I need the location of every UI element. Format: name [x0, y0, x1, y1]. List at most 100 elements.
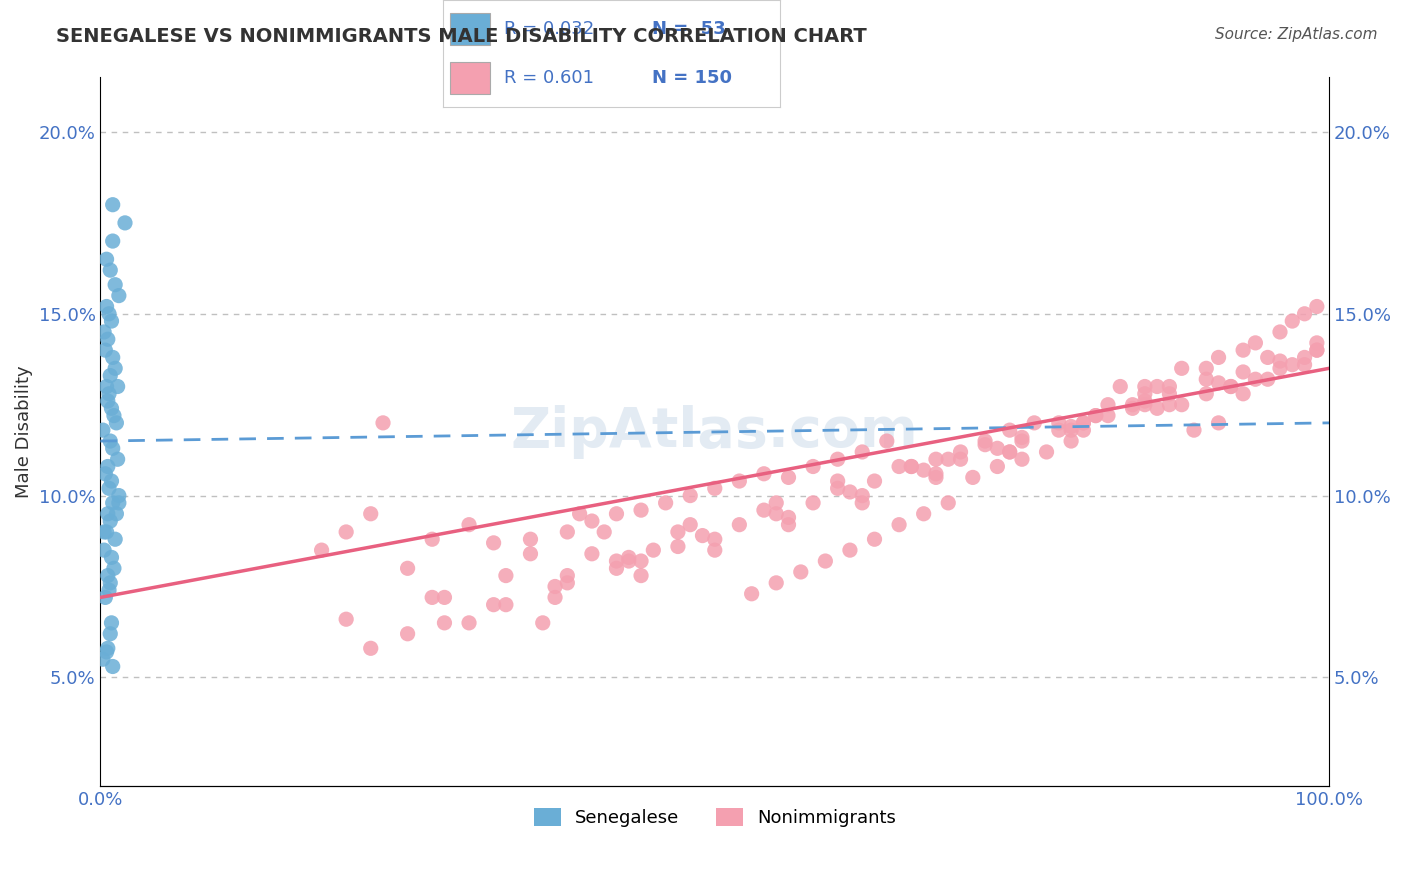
Point — [900, 459, 922, 474]
Point — [1133, 386, 1156, 401]
Point — [925, 467, 948, 481]
Point — [1035, 445, 1057, 459]
Point — [103, 561, 125, 575]
Point — [104, 277, 127, 292]
Point — [728, 517, 751, 532]
Point — [100, 401, 122, 416]
Point — [827, 474, 849, 488]
Legend: Senegalese, Nonimmigrants: Senegalese, Nonimmigrants — [526, 800, 903, 834]
Point — [98, 575, 121, 590]
Point — [482, 536, 505, 550]
Point — [1159, 398, 1181, 412]
Point — [1306, 343, 1329, 358]
Point — [900, 459, 922, 474]
Point — [97, 568, 120, 582]
Point — [495, 568, 517, 582]
Point — [101, 351, 124, 365]
Point — [1306, 343, 1329, 358]
Point — [1011, 434, 1033, 448]
Point — [103, 409, 125, 423]
Point — [1232, 386, 1254, 401]
Point — [1257, 351, 1279, 365]
Point — [1073, 423, 1095, 437]
Point — [1159, 386, 1181, 401]
Point — [98, 263, 121, 277]
Point — [98, 368, 121, 383]
Point — [1084, 409, 1107, 423]
Y-axis label: Male Disability: Male Disability — [15, 366, 32, 499]
Point — [1306, 335, 1329, 350]
Point — [936, 452, 959, 467]
Point — [752, 503, 775, 517]
Point — [420, 591, 443, 605]
Text: R = 0.032: R = 0.032 — [503, 20, 593, 37]
Point — [1133, 379, 1156, 393]
Point — [458, 615, 481, 630]
Point — [91, 423, 114, 437]
Point — [98, 583, 121, 598]
Point — [1011, 452, 1033, 467]
Point — [108, 496, 131, 510]
Point — [925, 470, 948, 484]
Point — [998, 445, 1021, 459]
Point — [778, 517, 800, 532]
Point — [104, 361, 127, 376]
Text: Source: ZipAtlas.com: Source: ZipAtlas.com — [1215, 27, 1378, 42]
Point — [617, 554, 640, 568]
Point — [1097, 398, 1119, 412]
Point — [1244, 372, 1267, 386]
Point — [101, 234, 124, 248]
Point — [98, 514, 121, 528]
Point — [692, 528, 714, 542]
Point — [100, 314, 122, 328]
Point — [925, 452, 948, 467]
Point — [1047, 416, 1070, 430]
Point — [311, 543, 333, 558]
Point — [97, 459, 120, 474]
Point — [104, 533, 127, 547]
Point — [827, 452, 849, 467]
Point — [98, 307, 121, 321]
Point — [1097, 409, 1119, 423]
Point — [1268, 361, 1291, 376]
Point — [887, 517, 910, 532]
Point — [630, 503, 652, 517]
Text: R = 0.601: R = 0.601 — [503, 70, 593, 87]
FancyBboxPatch shape — [450, 62, 491, 95]
Point — [998, 423, 1021, 437]
Point — [98, 434, 121, 448]
Point — [912, 507, 935, 521]
Point — [851, 496, 873, 510]
Point — [912, 463, 935, 477]
Point — [568, 507, 591, 521]
Point — [107, 452, 129, 467]
Point — [1060, 423, 1083, 437]
Point — [433, 615, 456, 630]
Point — [630, 554, 652, 568]
Point — [778, 510, 800, 524]
Point — [396, 626, 419, 640]
Point — [1294, 307, 1316, 321]
Point — [1232, 343, 1254, 358]
Point — [482, 598, 505, 612]
Point — [93, 325, 115, 339]
Point — [1047, 423, 1070, 437]
Point — [335, 612, 357, 626]
Point — [1195, 361, 1218, 376]
Point — [986, 459, 1008, 474]
Point — [728, 474, 751, 488]
Point — [630, 568, 652, 582]
Text: ZipAtlas.com: ZipAtlas.com — [510, 405, 918, 459]
Point — [91, 652, 114, 666]
Point — [605, 561, 627, 575]
Point — [581, 514, 603, 528]
Point — [605, 554, 627, 568]
Point — [531, 615, 554, 630]
Point — [458, 517, 481, 532]
Point — [108, 489, 131, 503]
Point — [433, 591, 456, 605]
Point — [96, 645, 118, 659]
Point — [617, 550, 640, 565]
Point — [765, 496, 787, 510]
Point — [96, 379, 118, 393]
